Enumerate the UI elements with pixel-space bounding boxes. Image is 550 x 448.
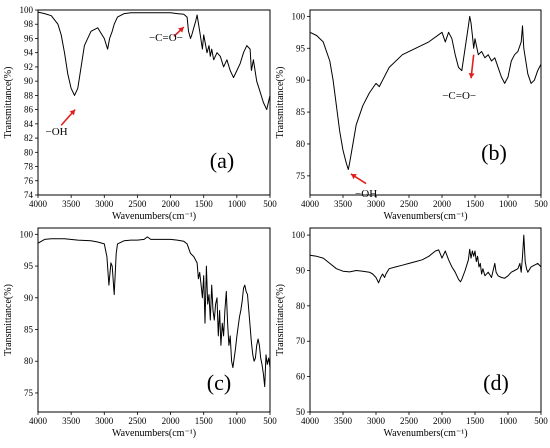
x-tick-label: 3000 [95,416,114,426]
y-tick-label: 100 [20,229,34,239]
y-tick-label: 90 [296,265,306,275]
x-tick-label: 3000 [95,199,114,209]
plot-frame [37,227,271,413]
y-tick-label: 85 [24,325,34,335]
chart-panel-c: 4000 3500 3000 2500 2000 1500 1000 500 75 80 85 90 9… [3,227,277,439]
x-tick-label: 3000 [367,416,386,426]
chart-panel-d: 4000 3500 3000 2500 2000 1500 1000 500 50 60 70 80 9… [275,227,548,439]
plot-frame [309,9,542,196]
x-tick-label: 2500 [400,199,419,209]
x-tick-label: 500 [263,416,277,426]
y-tick-label: 90 [24,76,34,86]
x-tick-label: 2000 [433,199,452,209]
x-tick-label: 1000 [228,416,247,426]
annotation-arrowhead [178,27,184,33]
annotation-arrowhead [468,72,475,79]
y-tick-label: 95 [24,261,34,271]
x-tick-label: 4000 [301,199,320,209]
chart-panel-b: 4000 3500 3000 2500 2000 1500 1000 500 75 80 85 90 9… [275,9,548,222]
y-tick-label: 92 [24,62,33,72]
ir-spectrum-line [37,11,271,111]
annotation-arrowhead [69,109,76,116]
y-tick-label: 80 [24,147,34,157]
y-tick-label: 98 [24,19,34,29]
y-tick-label: 84 [24,119,34,129]
x-tick-label: 3500 [334,199,353,209]
y-tick-label: 90 [296,75,306,85]
x-tick-label: 3500 [62,416,81,426]
annotation-label: −C=O− [149,32,183,44]
x-axis-label: Wavenumbers(cm⁻¹) [383,428,467,439]
x-tick-label: 4000 [301,416,320,426]
y-tick-label: 90 [24,293,34,303]
x-tick-label: 1500 [195,199,214,209]
y-tick-label: 80 [296,301,306,311]
y-axis-label: Transmittance(%) [3,67,14,139]
x-tick-label: 2000 [162,199,181,209]
annotation-label: −C=O− [442,90,476,102]
x-tick-label: 1000 [499,199,518,209]
x-tick-label: 1000 [228,199,247,209]
x-tick-label: 3500 [334,416,353,426]
y-tick-label: 75 [296,171,306,181]
y-tick-label: 60 [296,372,306,382]
x-tick-label: 3500 [62,199,81,209]
plot-frame [37,9,271,196]
x-tick-label: 1500 [195,416,214,426]
x-tick-label: 1500 [466,199,485,209]
annotation-arrowhead [350,173,357,180]
panel-label: (a) [210,148,234,173]
y-tick-label: 80 [24,356,34,366]
y-tick-label: 82 [24,133,33,143]
panel-label: (d) [483,370,509,395]
y-tick-label: 74 [24,190,34,200]
y-tick-label: 96 [24,33,34,43]
y-axis-label: Transmittance(%) [275,67,286,139]
y-tick-label: 94 [24,48,34,58]
x-tick-label: 500 [534,199,548,209]
x-tick-label: 2000 [433,416,452,426]
x-tick-label: 2500 [400,416,419,426]
y-tick-label: 78 [24,162,34,172]
x-tick-label: 500 [263,199,277,209]
x-tick-label: 4000 [29,416,48,426]
annotation-label: −OH [46,126,68,138]
y-tick-label: 100 [292,230,306,240]
x-tick-label: 3000 [367,199,386,209]
y-tick-label: 85 [296,107,306,117]
ir-spectrum-line [309,15,542,170]
x-tick-label: 2000 [162,416,181,426]
y-tick-label: 86 [24,105,34,115]
chart-panel-a: 4000 3500 3000 2500 2000 1500 1000 500 74 76 78 80 8… [3,5,277,222]
annotation-label: −OH [355,188,377,200]
x-axis-label: Wavenumbers(cm⁻¹) [112,428,196,439]
x-tick-label: 500 [534,416,548,426]
y-tick-label: 76 [24,176,34,186]
y-tick-label: 50 [296,407,306,417]
x-tick-label: 1500 [466,416,485,426]
plot-frame [309,227,542,413]
x-tick-label: 2500 [128,416,147,426]
ir-spectrum-line [309,234,542,284]
y-tick-label: 80 [296,139,306,149]
x-axis-label: Wavenumbers(cm⁻¹) [112,211,196,222]
panel-label: (b) [481,140,507,165]
y-tick-label: 100 [292,11,306,21]
y-axis-label: Transmittance(%) [3,284,14,356]
x-tick-label: 2500 [128,199,147,209]
panel-label: (c) [207,370,231,395]
y-axis-label: Transmittance(%) [275,284,286,356]
x-tick-label: 1000 [499,416,518,426]
y-tick-label: 95 [296,43,306,53]
y-tick-label: 100 [20,5,34,15]
x-axis-label: Wavenumbers(cm⁻¹) [383,211,467,222]
y-tick-label: 70 [296,336,306,346]
ir-spectrum-line [37,236,271,388]
y-tick-label: 88 [24,90,34,100]
y-tick-label: 75 [24,388,34,398]
x-tick-label: 4000 [29,199,48,209]
